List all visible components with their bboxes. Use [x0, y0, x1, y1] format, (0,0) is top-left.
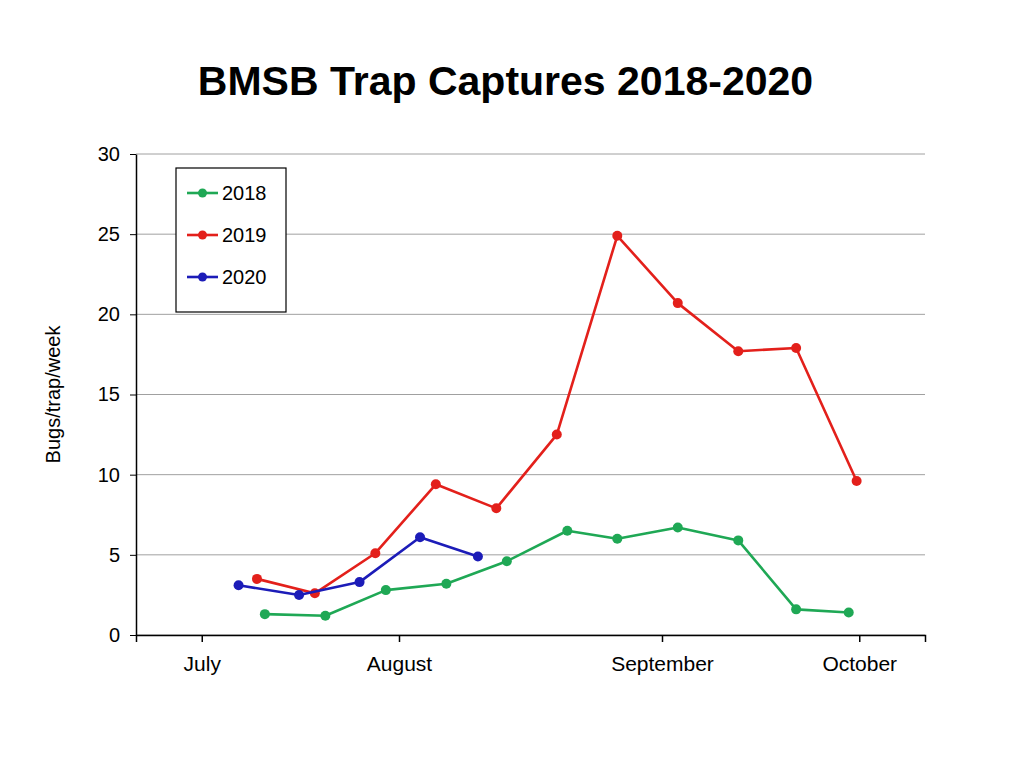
legend-label: 2020: [222, 266, 267, 288]
y-axis-title: Bugs/trap/week: [42, 325, 64, 464]
legend: 2018 2019 2020: [176, 168, 286, 312]
data-point: [562, 526, 572, 536]
data-point: [320, 611, 330, 621]
x-tick-mark: [202, 635, 204, 642]
data-point: [612, 231, 622, 241]
x-tick-label: September: [611, 652, 714, 675]
grid: [136, 154, 925, 635]
x-tick: July: [184, 635, 222, 675]
data-point: [733, 535, 743, 545]
data-point: [370, 548, 380, 558]
y-tick-label: 20: [98, 303, 120, 325]
x-tick: September: [611, 635, 714, 675]
y-tick: 0: [109, 624, 136, 646]
data-point: [260, 609, 270, 619]
y-tick-mark: [130, 154, 136, 155]
data-point: [791, 343, 801, 353]
chart-title: BMSB Trap Captures 2018-2020: [198, 58, 813, 104]
series-line: [239, 537, 478, 595]
y-tick: 25: [98, 223, 136, 245]
data-point: [294, 590, 304, 600]
data-point: [252, 574, 262, 584]
y-tick-label: 25: [98, 223, 120, 245]
y-tick: 15: [98, 383, 136, 405]
legend-label: 2018: [222, 182, 267, 204]
y-tick-label: 5: [109, 544, 120, 566]
legend-marker: [198, 231, 207, 240]
x-tick-label: August: [367, 652, 433, 675]
y-tick-label: 0: [109, 624, 120, 646]
x-axis: July August September October: [137, 635, 926, 675]
data-point: [381, 585, 391, 595]
x-tick: October: [822, 635, 897, 675]
data-point: [612, 534, 622, 544]
y-tick-label: 10: [98, 464, 120, 486]
data-point: [431, 479, 441, 489]
grid-line: [136, 154, 925, 155]
grid-line: [136, 394, 925, 395]
y-tick: 5: [109, 544, 136, 566]
data-point: [844, 608, 854, 618]
data-point: [502, 556, 512, 566]
y-tick-mark: [130, 314, 136, 315]
y-tick: 10: [98, 464, 136, 486]
data-point: [791, 604, 801, 614]
data-point: [673, 298, 683, 308]
data-point: [491, 503, 501, 513]
data-point: [733, 346, 743, 356]
x-tick-mark: [399, 635, 401, 642]
y-tick: 20: [98, 303, 136, 325]
x-tick-label: July: [184, 652, 222, 675]
data-point: [355, 577, 365, 587]
y-tick-mark: [130, 555, 136, 556]
grid-line: [136, 314, 925, 315]
series-2020: [234, 532, 483, 600]
grid-line: [136, 554, 925, 555]
series-line: [265, 528, 849, 616]
legend-label: 2019: [222, 224, 267, 246]
series-2019: [252, 231, 862, 599]
data-point: [415, 532, 425, 542]
y-tick-label: 30: [98, 143, 120, 165]
x-tick-mark: [662, 635, 664, 642]
y-tick-mark: [130, 635, 136, 636]
data-point: [473, 551, 483, 561]
data-point: [673, 523, 683, 533]
x-axis-line: [137, 636, 926, 643]
y-tick-label: 15: [98, 383, 120, 405]
y-axis: 0 5 10 15 20 25 30: [98, 143, 137, 646]
y-tick-mark: [130, 475, 136, 476]
legend-marker: [198, 189, 207, 198]
x-tick-label: October: [822, 652, 897, 675]
y-tick-mark: [130, 234, 136, 235]
data-point: [552, 430, 562, 440]
series-line: [257, 236, 857, 594]
legend-box: [176, 168, 286, 312]
plot-area: [234, 231, 862, 621]
data-point: [852, 476, 862, 486]
chart: BMSB Trap Captures 2018-2020 July August Se…: [0, 0, 1024, 768]
data-point: [234, 580, 244, 590]
x-tick: August: [367, 635, 433, 675]
data-point: [441, 579, 451, 589]
y-tick: 30: [98, 143, 136, 165]
y-tick-mark: [130, 395, 136, 396]
x-tick-mark: [859, 635, 861, 642]
legend-marker: [198, 273, 207, 282]
grid-line: [136, 474, 925, 475]
